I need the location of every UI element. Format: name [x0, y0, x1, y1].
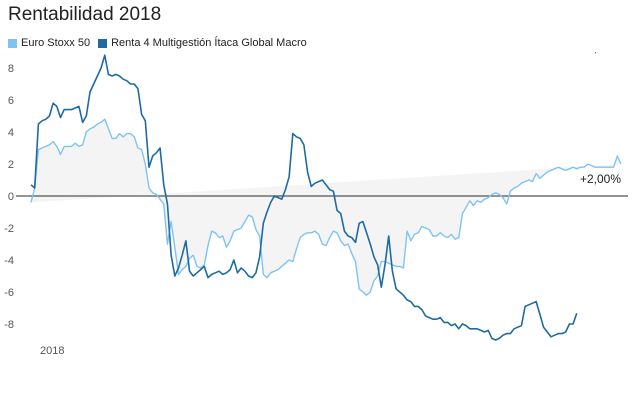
- end-label-layer: +2,00% -7,33%: [580, 52, 621, 186]
- legend-item-euro-stoxx[interactable]: Euro Stoxx 50: [8, 37, 90, 49]
- legend-label-euro-stoxx: Euro Stoxx 50: [21, 37, 91, 49]
- y-tick-label-5: -2: [4, 223, 14, 235]
- between-area-layer: [31, 119, 621, 296]
- y-tick-label-0: 8: [8, 63, 14, 75]
- axis-layer: 8 6 4 2 0 -2 -4 -6 -8 2018: [4, 63, 64, 356]
- legend-swatch-renta4: [98, 38, 108, 48]
- end-label-renta4: -7,33%: [583, 52, 621, 55]
- chart-title: Rentabilidad 2018: [8, 4, 162, 25]
- y-tick-label-4: 0: [8, 191, 14, 203]
- series-line-0: [30, 118, 622, 296]
- y-tick-label-7: -6: [4, 287, 14, 299]
- legend: Euro Stoxx 50 Renta 4 Multigestión Ítaca…: [8, 37, 315, 49]
- series-line-1: [30, 54, 578, 341]
- end-label-euro-stoxx: +2,00%: [580, 172, 621, 186]
- between-series-area: [31, 119, 621, 296]
- y-tick-label-8: -8: [4, 319, 14, 331]
- x-tick-label-0: 2018: [40, 345, 64, 356]
- legend-label-renta4: Renta 4 Multigestión Ítaca Global Macro: [111, 37, 307, 49]
- legend-swatch-euro-stoxx: [8, 38, 17, 48]
- series-layer: [30, 54, 622, 341]
- y-tick-label-1: 6: [8, 95, 14, 107]
- y-tick-label-2: 4: [8, 127, 14, 139]
- y-tick-label-3: 2: [8, 159, 14, 171]
- y-tick-label-6: -4: [4, 255, 14, 267]
- legend-item-renta4[interactable]: Renta 4 Multigestión Ítaca Global Macro: [98, 37, 307, 49]
- line-chart: 8 6 4 2 0 -2 -4 -6 -8 2018 +2,00% -7,33%: [4, 52, 628, 356]
